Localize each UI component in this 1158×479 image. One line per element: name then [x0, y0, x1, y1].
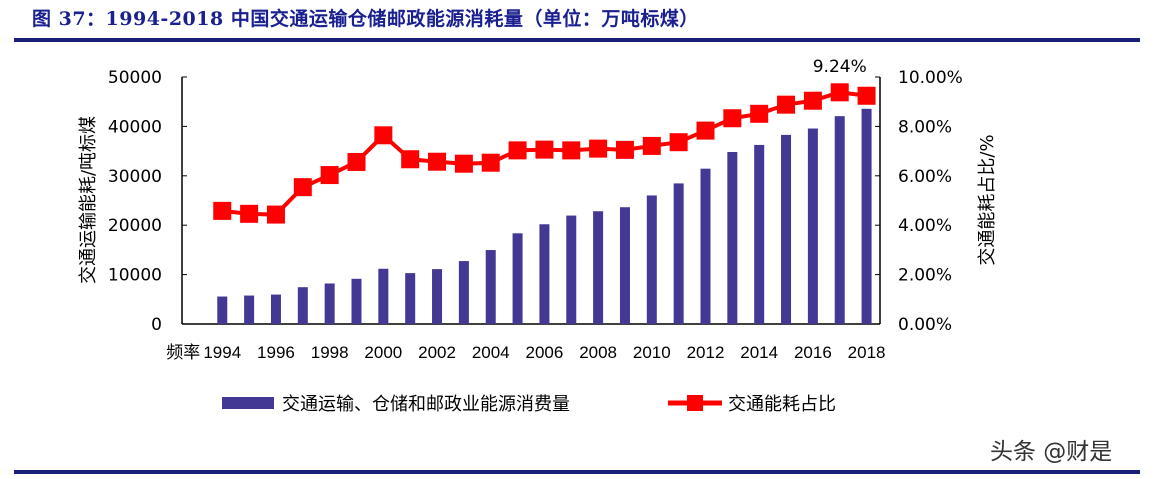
left-tick-label: 50000: [108, 68, 162, 88]
bar-2005: [512, 233, 523, 324]
x-tick-label: 2002: [418, 343, 456, 362]
ratio-marker-2007: [562, 141, 581, 160]
x-tick-label: 2018: [848, 343, 886, 362]
ratio-marker-2008: [589, 139, 608, 158]
bar-2003: [458, 261, 469, 324]
x-tick-label: 1996: [257, 343, 295, 362]
ratio-marker-2014: [750, 104, 769, 123]
bar-2008: [593, 211, 604, 324]
ratio-marker-1994: [213, 201, 232, 220]
ratio-marker-2009: [615, 140, 634, 159]
x-tick-label: 2012: [687, 343, 725, 362]
x-tick-label: 2006: [526, 343, 564, 362]
bar-1998: [324, 283, 335, 324]
bar-1994: [217, 296, 228, 324]
right-tick-label: 4.00%: [898, 216, 952, 236]
bar-2016: [807, 128, 818, 324]
bar-2011: [673, 183, 684, 324]
ratio-marker-2005: [508, 141, 527, 160]
left-tick-label: 40000: [108, 117, 162, 137]
left-tick-label: 10000: [108, 266, 162, 286]
chart-title: 图 37：1994-2018 中国交通运输仓储邮政能源消耗量（单位：万吨标煤）: [32, 8, 699, 30]
ratio-marker-2006: [535, 140, 554, 159]
ratio-marker-2015: [777, 95, 796, 114]
ratio-marker-2018: [857, 86, 876, 105]
bar-2009: [619, 207, 630, 324]
left-tick-label: 30000: [108, 167, 162, 187]
ratio-marker-2002: [428, 152, 447, 171]
bar-2017: [834, 116, 845, 325]
bar-2014: [754, 144, 765, 324]
ratio-marker-1996: [266, 205, 285, 224]
ratio-marker-1997: [293, 178, 312, 197]
x-tick-label: 2010: [633, 343, 671, 362]
bar-2012: [700, 168, 711, 324]
ratio-marker-2003: [454, 154, 473, 173]
legend-bar-label: 交通运输、仓储和邮政业能源消费量: [282, 394, 570, 415]
legend-line-label: 交通能耗占比: [728, 394, 836, 415]
bar-2004: [485, 250, 496, 324]
x-tick-label: 2016: [794, 343, 832, 362]
left-axis-title: 交通运输能耗/吨标煤: [78, 116, 99, 284]
right-tick-label: 10.00%: [898, 68, 963, 88]
ratio-marker-2004: [481, 153, 500, 172]
bar-1995: [244, 295, 255, 324]
bar-2018: [861, 108, 872, 324]
bottom-rule: [14, 470, 1140, 474]
ratio-marker-2016: [803, 91, 822, 110]
legend-bar-swatch: [222, 397, 274, 409]
left-tick-label: 20000: [108, 216, 162, 236]
x-tick-label: 2000: [364, 343, 402, 362]
bar-1999: [351, 278, 362, 324]
bar-2007: [566, 215, 577, 324]
right-tick-label: 6.00%: [898, 167, 952, 187]
bar-2002: [432, 269, 443, 324]
watermark: 头条 @财是: [990, 439, 1113, 465]
title-rule: [14, 38, 1140, 42]
x-tick-label: 频率: [166, 343, 200, 363]
ratio-marker-2011: [669, 133, 688, 152]
ratio-marker-2010: [642, 136, 661, 155]
bar-1996: [270, 294, 281, 324]
ratio-marker-1999: [347, 152, 366, 171]
ratio-marker-2013: [723, 109, 742, 128]
bar-2013: [727, 151, 738, 324]
right-tick-label: 8.00%: [898, 117, 952, 137]
ratio-marker-1995: [240, 204, 259, 223]
x-tick-label: 1994: [203, 343, 241, 362]
bar-2015: [781, 134, 792, 324]
bar-1997: [297, 287, 308, 324]
ratio-marker-1998: [320, 166, 339, 185]
bar-2000: [378, 268, 389, 324]
ratio-marker-2000: [374, 126, 393, 145]
data-label: 9.24%: [813, 57, 867, 77]
right-tick-label: 0.00%: [898, 315, 952, 335]
bar-2006: [539, 224, 550, 324]
bar-2001: [405, 273, 416, 324]
legend-line-marker: [687, 395, 703, 411]
x-tick-label: 1998: [311, 343, 349, 362]
ratio-marker-2012: [696, 121, 715, 140]
ratio-marker-2017: [830, 83, 849, 102]
x-tick-label: 2014: [740, 343, 778, 362]
ratio-marker-2001: [401, 150, 420, 169]
right-tick-label: 2.00%: [898, 266, 952, 286]
bar-2010: [646, 195, 657, 324]
x-tick-label: 2004: [472, 343, 510, 362]
right-axis-title: 交通能耗占比/%: [977, 134, 998, 265]
x-tick-label: 2008: [579, 343, 617, 362]
left-tick-label: 0: [151, 315, 162, 335]
